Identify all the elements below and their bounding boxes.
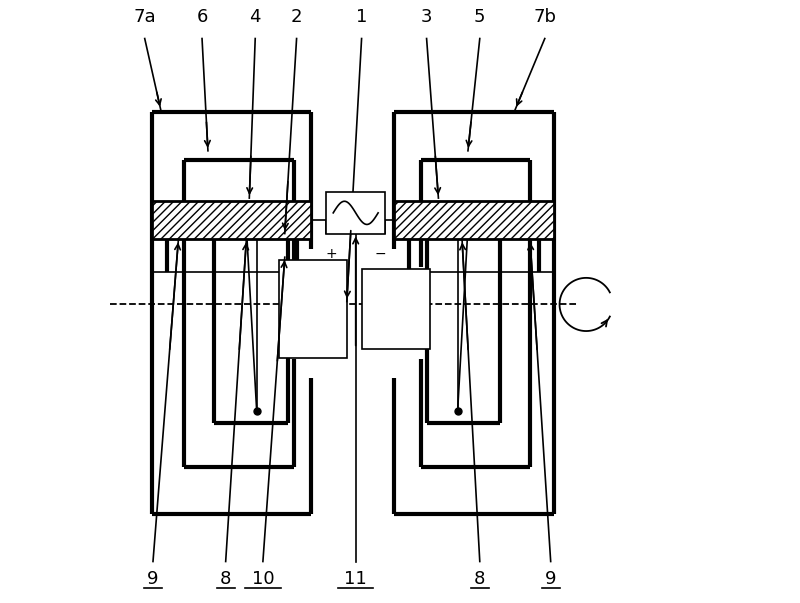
Bar (326, 192, 386, 233)
Text: 10: 10 (251, 570, 274, 589)
Text: 2: 2 (291, 7, 302, 25)
Text: 9: 9 (545, 570, 557, 589)
Text: 8: 8 (474, 570, 486, 589)
Text: 4: 4 (250, 7, 261, 25)
Bar (279, 260, 347, 358)
Text: +: + (325, 247, 337, 261)
Text: −: − (374, 247, 386, 261)
Text: 7a: 7a (134, 7, 156, 25)
Text: 5: 5 (474, 7, 486, 25)
Text: 3: 3 (421, 7, 432, 25)
Text: 11: 11 (344, 570, 367, 589)
Text: 8: 8 (220, 570, 231, 589)
Bar (152, 201, 311, 239)
Bar (394, 201, 554, 239)
Bar (362, 269, 430, 349)
Text: 1: 1 (356, 7, 367, 25)
Text: 9: 9 (147, 570, 158, 589)
Text: 6: 6 (196, 7, 208, 25)
Text: 7b: 7b (534, 7, 556, 25)
